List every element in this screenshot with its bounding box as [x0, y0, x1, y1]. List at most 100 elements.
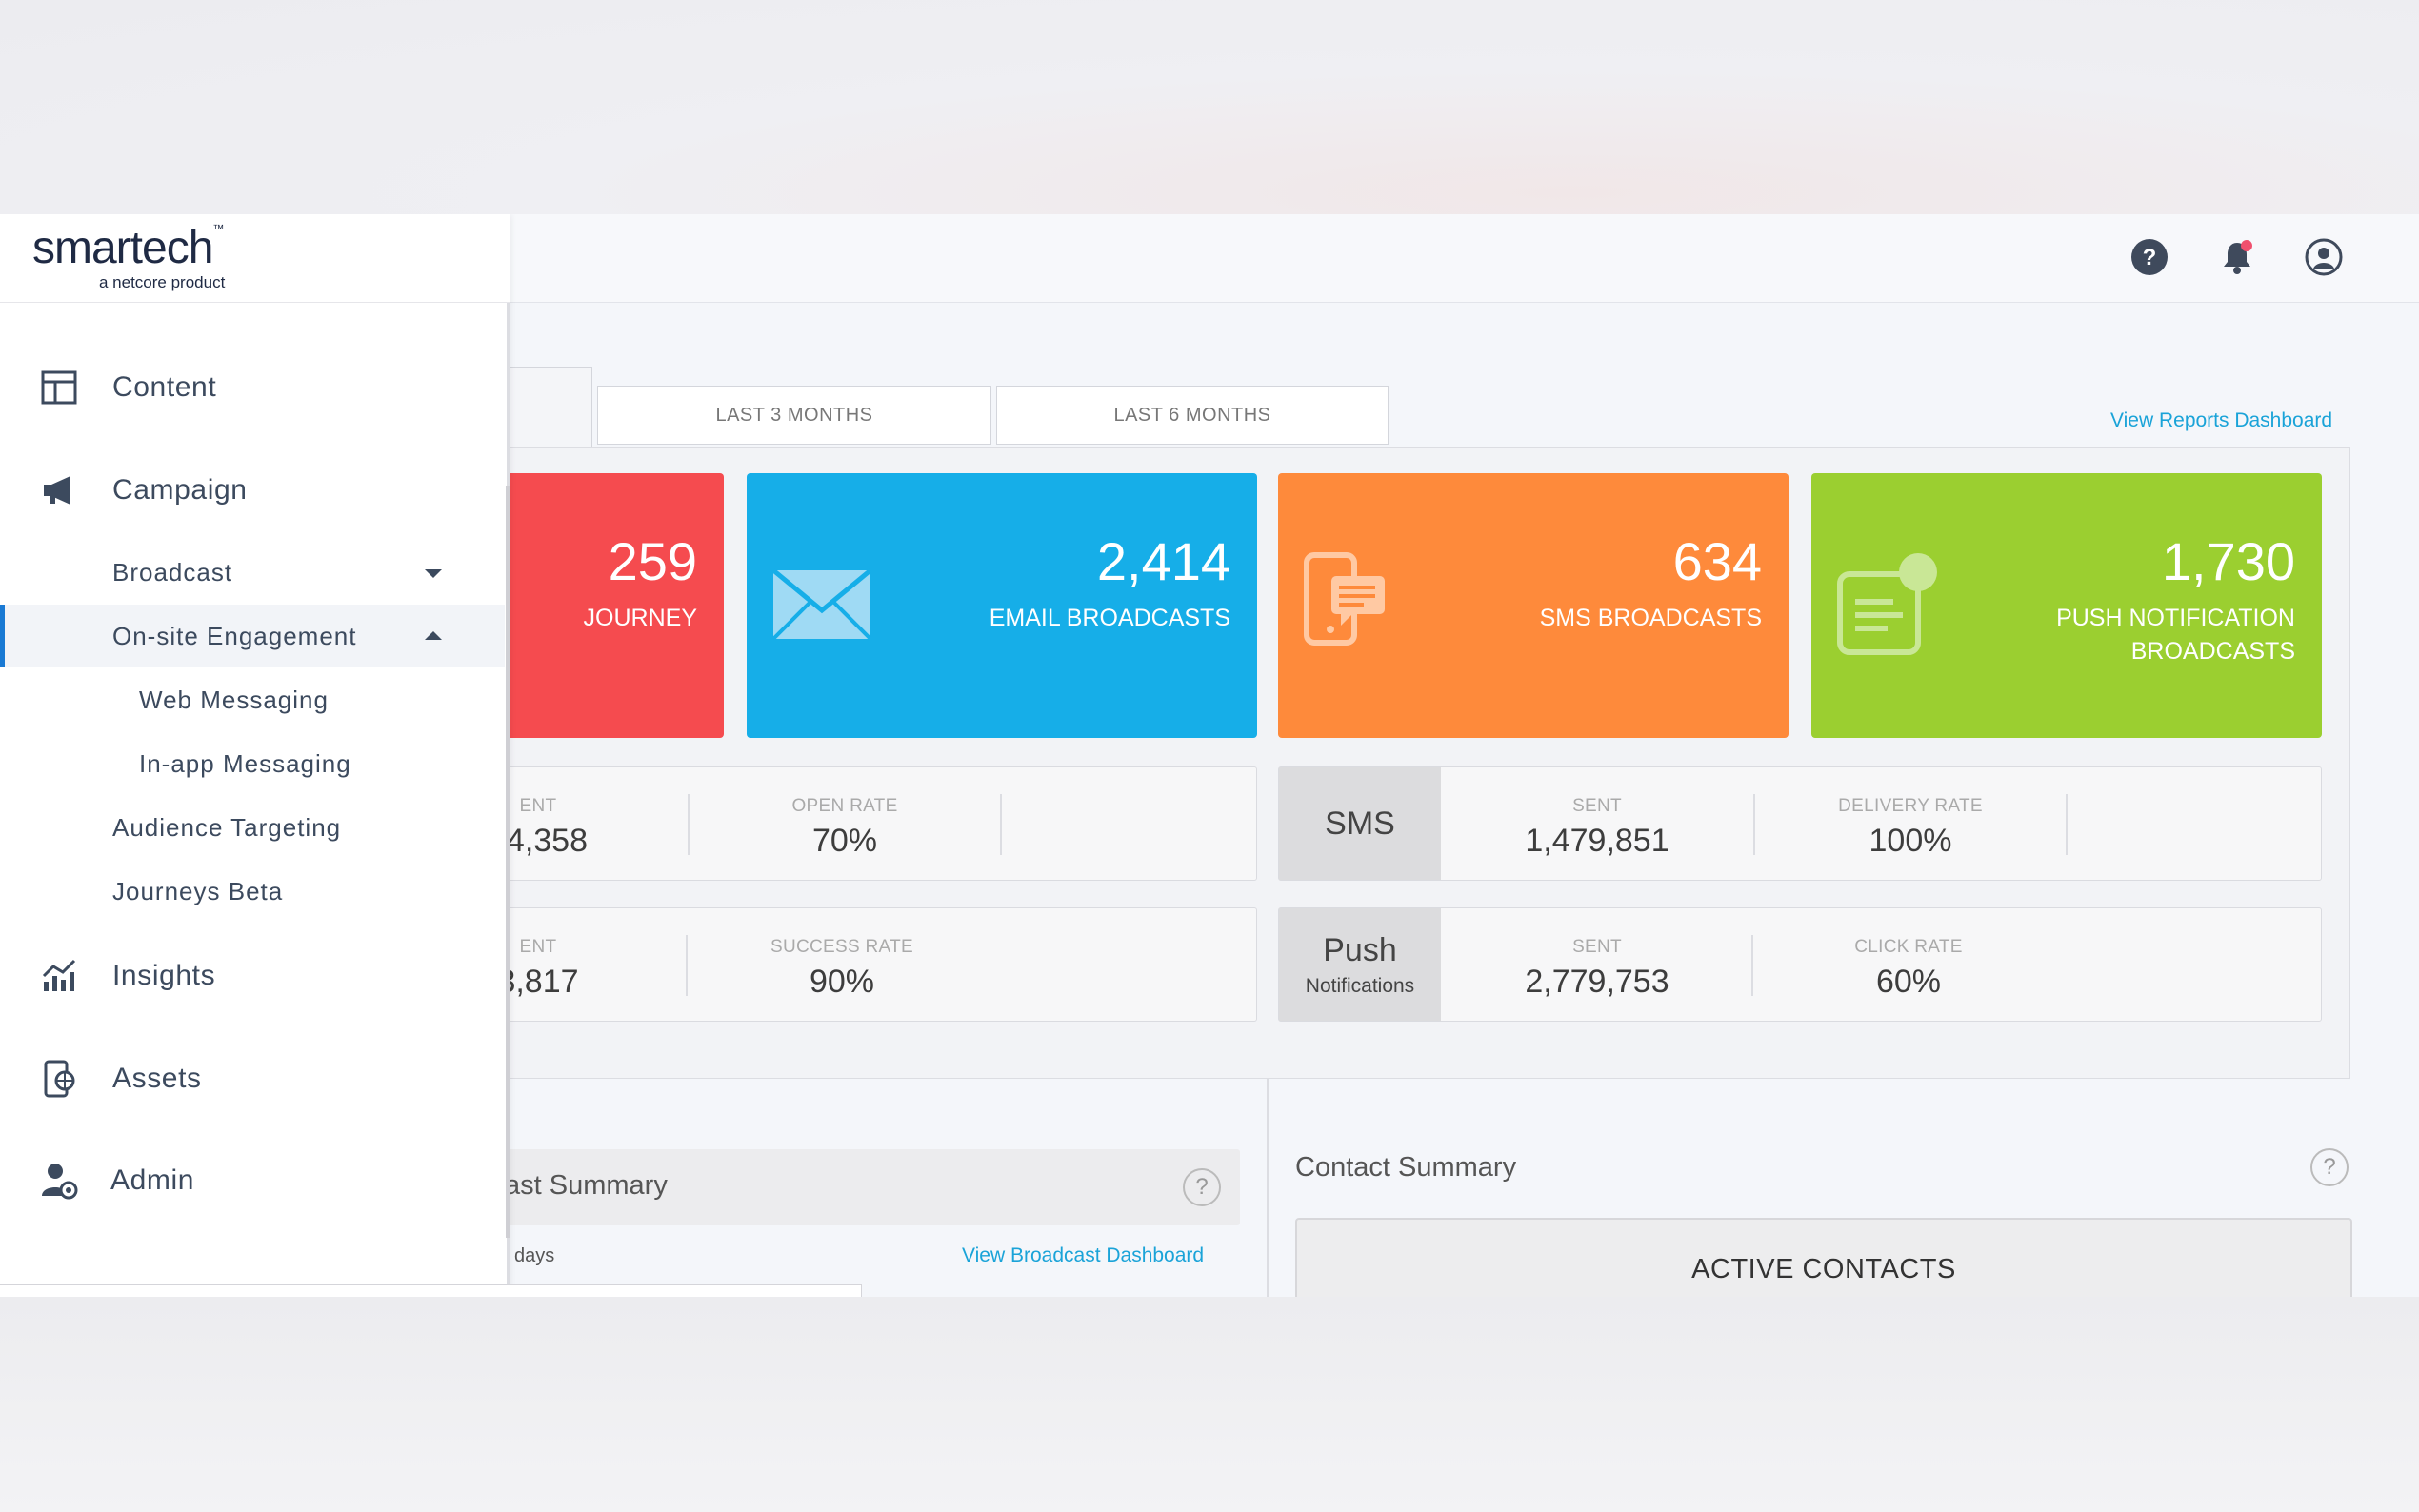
push-sent-caption: SENT — [1572, 937, 1622, 957]
bell-icon[interactable] — [2217, 237, 2257, 277]
sms-delivery-rate-value: 100% — [1869, 823, 1952, 859]
sidebar-item-inapp-messaging[interactable]: In-app Messaging — [0, 732, 505, 795]
divider — [1751, 935, 1753, 996]
sidebar-item-label: Insights — [112, 960, 216, 991]
sms-broadcasts-count: 634 — [1672, 531, 1762, 591]
sidebar-item-onsite-engagement[interactable]: On-site Engagement — [0, 605, 505, 667]
sidebar-item-label: In-app Messaging — [139, 748, 351, 778]
push-notification-card[interactable]: 1,730 PUSH NOTIFICATION BROADCASTS — [1811, 473, 2322, 738]
sidebar-item-label: Assets — [112, 1063, 202, 1094]
divider — [1753, 794, 1755, 855]
sidebar-item-audience-targeting[interactable]: Audience Targeting — [0, 796, 505, 859]
sidebar-item-label: Web Messaging — [139, 685, 329, 714]
sidebar-item-broadcast[interactable]: Broadcast — [0, 541, 505, 604]
sidebar-item-web-messaging[interactable]: Web Messaging — [0, 668, 505, 731]
divider — [686, 935, 688, 996]
push-click-rate-caption: CLICK RATE — [1854, 937, 1963, 957]
journey-success-rate-value: 90% — [809, 964, 875, 1000]
push-sent-value: 2,779,753 — [1525, 964, 1669, 1000]
brand-text: smartech — [32, 223, 213, 273]
broadcast-summary-header: ast Summary ? — [476, 1149, 1240, 1225]
sidebar-item-label: Journeys Beta — [112, 876, 284, 905]
sidebar-item-admin[interactable]: Admin — [0, 1143, 505, 1219]
journey-stats-row: ENT 3,817 SUCCESS RATE 90% — [486, 907, 1257, 1022]
journey-success-rate-caption: SUCCESS RATE — [770, 937, 913, 957]
contact-summary-title: Contact Summary — [1295, 1152, 1517, 1183]
email-open-rate-caption: OPEN RATE — [791, 796, 898, 816]
push-channel-label: Push Notifications — [1279, 908, 1441, 1021]
sms-channel-text: SMS — [1325, 805, 1395, 842]
svg-text:?: ? — [2143, 245, 2157, 270]
logo: smartech™ a netcore product — [0, 214, 510, 303]
mobile-globe-icon — [40, 1060, 78, 1098]
divider — [688, 794, 690, 855]
view-reports-dashboard-link[interactable]: View Reports Dashboard — [2110, 409, 2333, 431]
sidebar-item-label: Admin — [110, 1164, 195, 1196]
caret-down-icon — [425, 569, 442, 578]
chart-icon — [40, 957, 78, 995]
user-gear-icon — [40, 1162, 78, 1200]
layout-icon — [40, 368, 78, 407]
bottom-overlay-strip — [0, 1284, 862, 1297]
broadcast-summary-help-icon[interactable]: ? — [1183, 1168, 1221, 1206]
sidebar: smartech™ a netcore product Content Camp… — [0, 214, 510, 1297]
megaphone-icon — [40, 471, 78, 509]
trademark: ™ — [212, 222, 224, 235]
background-top — [0, 0, 2419, 214]
brand-tagline: a netcore product — [99, 273, 226, 291]
email-broadcasts-card[interactable]: 2,414 EMAIL BROADCASTS — [747, 473, 1257, 738]
question-circle-icon[interactable]: ? — [2129, 237, 2169, 277]
mobile-chat-icon — [1303, 551, 1389, 651]
sidebar-item-label: Content — [112, 371, 217, 403]
push-click-rate-value: 60% — [1875, 964, 1942, 1000]
push-channel-text: Push — [1323, 931, 1397, 968]
journey-sent-caption: ENT — [519, 937, 557, 957]
sidebar-item-label: Audience Targeting — [112, 812, 342, 842]
app-window: ? LAST 3 MONTHS LAST 6 MONTHS View Repor… — [0, 214, 2419, 1297]
journey-label: JOURNEY — [583, 605, 697, 631]
sidebar-item-journeys[interactable]: Journeys Beta — [0, 860, 505, 923]
email-broadcasts-count: 2,414 — [1096, 531, 1230, 591]
journey-card[interactable]: 259 JOURNEY — [486, 473, 724, 738]
push-notification-count: 1,730 — [2161, 531, 2295, 591]
sidebar-item-campaign[interactable]: Campaign — [0, 452, 505, 528]
broadcast-summary-title: ast Summary — [505, 1170, 668, 1201]
sidebar-item-assets[interactable]: Assets — [0, 1041, 505, 1117]
user-circle-icon[interactable] — [2304, 237, 2344, 277]
section-divider — [1267, 1078, 1269, 1297]
tab-last-3-months[interactable]: LAST 3 MONTHS — [597, 386, 991, 445]
divider — [1000, 794, 1002, 855]
sms-delivery-rate-caption: DELIVERY RATE — [1838, 796, 1983, 816]
sidebar-item-insights[interactable]: Insights — [0, 938, 505, 1014]
journey-sent-value: 3,817 — [497, 964, 579, 1000]
email-open-rate-value: 70% — [811, 823, 878, 859]
active-contacts-box: ACTIVE CONTACTS — [1295, 1218, 2352, 1297]
sms-sent-value: 1,479,851 — [1525, 823, 1669, 859]
sidebar-item-label: Broadcast — [112, 557, 233, 587]
sms-broadcasts-card[interactable]: 634 SMS BROADCASTS — [1278, 473, 1789, 738]
sidebar-item-content[interactable]: Content — [0, 349, 505, 426]
push-stats-row: Push Notifications SENT 2,779,753 CLICK … — [1278, 907, 2322, 1022]
email-broadcasts-label: EMAIL BROADCASTS — [989, 605, 1230, 631]
sidebar-scrollbar[interactable] — [506, 486, 510, 1238]
contact-summary-help-icon[interactable]: ? — [2310, 1148, 2349, 1186]
sms-sent-caption: SENT — [1572, 796, 1622, 816]
view-broadcast-dashboard-link[interactable]: View Broadcast Dashboard — [962, 1244, 1205, 1266]
broadcast-summary-period: days — [514, 1245, 555, 1266]
push-notification-icon — [1836, 551, 1941, 661]
tab-last-6-months[interactable]: LAST 6 MONTHS — [996, 386, 1389, 445]
sms-broadcasts-label: SMS BROADCASTS — [1539, 605, 1762, 631]
background-bottom — [0, 1297, 2419, 1512]
sms-stats-row: SMS SENT 1,479,851 DELIVERY RATE 100% — [1278, 766, 2322, 881]
brand-name: smartech™ — [32, 222, 224, 274]
sidebar-item-label: On-site Engagement — [112, 621, 357, 650]
journey-count: 259 — [608, 531, 697, 591]
sms-channel-label: SMS — [1279, 767, 1441, 880]
email-stats-row: ENT 34,358 OPEN RATE 70% — [486, 766, 1257, 881]
sidebar-item-label: Campaign — [112, 474, 248, 506]
envelope-icon — [771, 568, 872, 646]
caret-up-icon — [425, 631, 442, 640]
divider — [2066, 794, 2068, 855]
email-sent-caption: ENT — [519, 796, 557, 816]
push-notification-label: PUSH NOTIFICATION BROADCASTS — [2056, 605, 2295, 665]
